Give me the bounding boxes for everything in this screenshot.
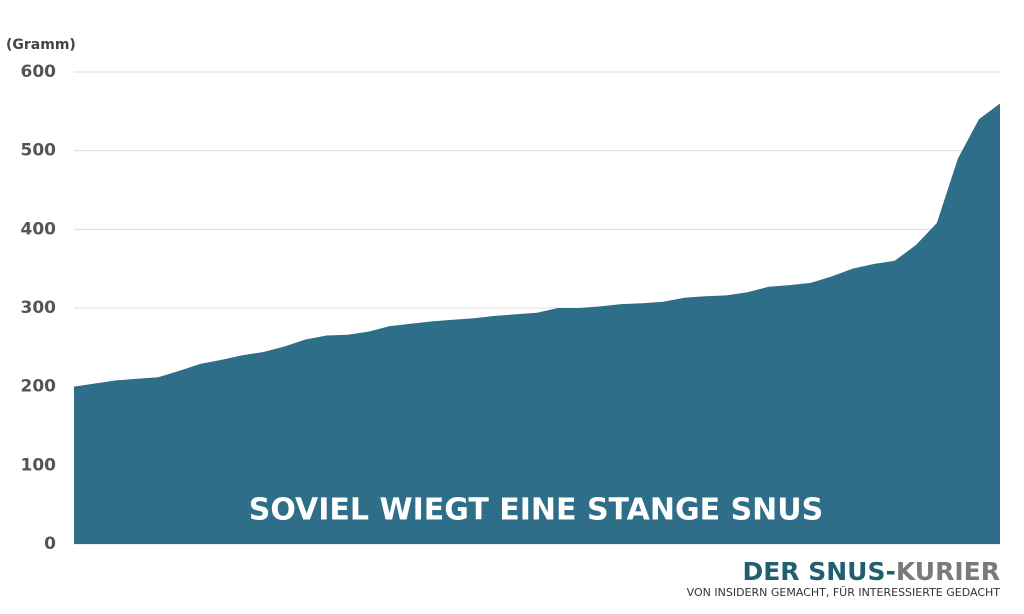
y-axis-label: (Gramm)	[6, 37, 76, 53]
y-tick-label: 600	[21, 62, 57, 82]
y-tick-label: 400	[21, 219, 57, 239]
brand-tagline: VON INSIDERN GEMACHT, FÜR INTERESSIERTE …	[687, 586, 1001, 599]
y-tick-label: 100	[21, 455, 57, 475]
brand-name-part: KURIER	[896, 557, 1000, 586]
y-tick-label: 200	[21, 377, 57, 397]
y-tick-label: 300	[21, 298, 57, 318]
area	[74, 103, 1000, 544]
y-tick-label: 0	[44, 534, 56, 554]
y-tick-label: 500	[21, 141, 57, 161]
chart-title: SOVIEL WIEGT EINE STANGE SNUS	[249, 493, 824, 528]
plot-area	[74, 103, 1000, 544]
brand-name: DER SNUS-KURIER	[742, 557, 1000, 586]
brand-name-part: DER SNUS-	[742, 557, 895, 586]
